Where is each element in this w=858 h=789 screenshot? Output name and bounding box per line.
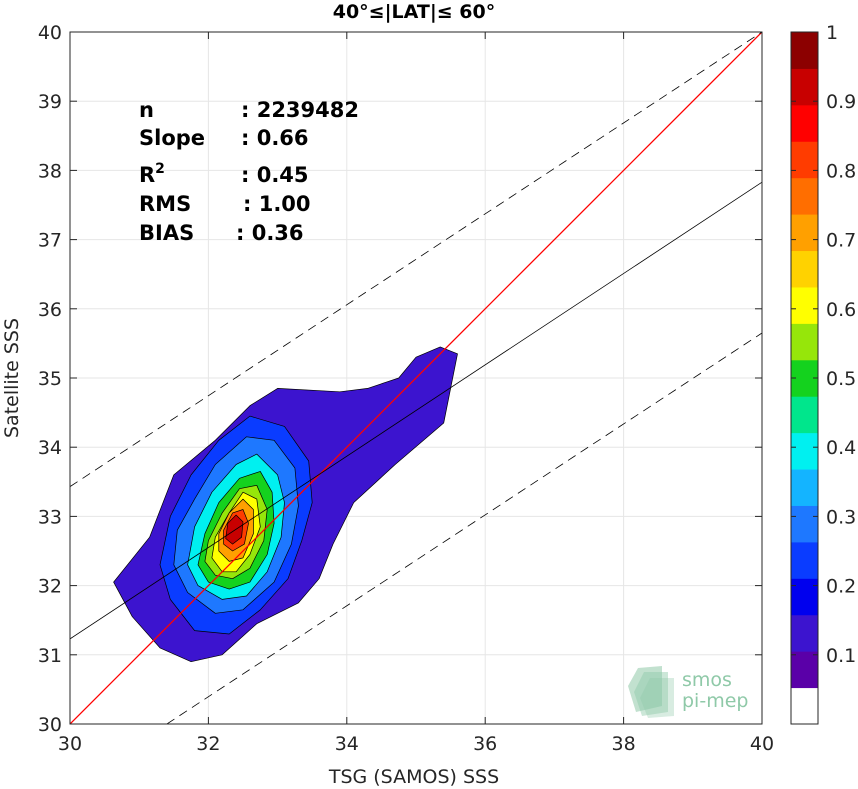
colorbar-tick-label: 0.9 bbox=[826, 91, 856, 113]
colorbar-segment bbox=[791, 214, 818, 252]
y-tick-label: 38 bbox=[38, 160, 62, 182]
colorbar-tick-label: 0.7 bbox=[826, 230, 856, 252]
colorbar-segment bbox=[791, 541, 818, 579]
stat-value: : 1.00 bbox=[243, 192, 311, 216]
stat-label: RMS bbox=[139, 192, 191, 216]
colorbar-segment bbox=[791, 141, 818, 179]
x-tick-label: 38 bbox=[612, 733, 636, 755]
fit-line bbox=[70, 181, 762, 640]
stat-superscript: 2 bbox=[155, 161, 165, 177]
colorbar-segment bbox=[791, 250, 818, 288]
colorbar-segment bbox=[791, 469, 818, 506]
colorbar-tick-label: 0.4 bbox=[826, 437, 856, 459]
one-to-one-line bbox=[70, 32, 762, 724]
colorbar-segment bbox=[791, 68, 818, 106]
colorbar-tick-label: 0.5 bbox=[826, 368, 856, 390]
stat-value: : 0.45 bbox=[241, 163, 309, 187]
colorbar: 0.1 0.2 0.3 0.4 0.5 0.6 0.7 0.8 0.9 1 bbox=[790, 22, 856, 725]
colorbar-tick-label: 0.3 bbox=[826, 506, 856, 528]
colorbar-segment bbox=[791, 104, 818, 142]
colorbar-tick-label: 0.6 bbox=[826, 299, 856, 321]
logo-text-pimep: pi-mep bbox=[682, 690, 748, 712]
colorbar-segment bbox=[791, 578, 818, 616]
colorbar-segment bbox=[791, 177, 818, 215]
colorbar-tick-label: 0.2 bbox=[826, 576, 856, 598]
x-tick-label: 36 bbox=[473, 733, 497, 755]
colorbar-tick-label: 0.1 bbox=[826, 645, 856, 667]
y-axis-ticks: 30 31 32 33 34 35 36 37 38 39 40 bbox=[38, 22, 762, 736]
reference-lines bbox=[70, 32, 762, 724]
y-axis-label: Satellite SSS bbox=[1, 318, 23, 438]
density-contour-0.95 bbox=[225, 514, 244, 545]
colorbar-segment bbox=[791, 614, 818, 652]
y-tick-label: 33 bbox=[38, 506, 62, 528]
stat-label: Slope bbox=[139, 126, 205, 150]
colorbar-segment bbox=[791, 432, 818, 470]
x-axis-ticks: 30 32 34 36 38 40 bbox=[58, 32, 774, 755]
logo-mark bbox=[628, 666, 674, 718]
stat-label: n bbox=[139, 98, 154, 122]
stat-label: BIAS bbox=[139, 221, 194, 245]
y-tick-label: 35 bbox=[38, 368, 62, 390]
colorbar-tick-label: 1 bbox=[826, 22, 838, 44]
y-tick-label: 40 bbox=[38, 22, 62, 44]
density-contours bbox=[113, 346, 458, 663]
stat-value: : 0.66 bbox=[241, 126, 309, 150]
x-tick-label: 40 bbox=[750, 733, 774, 755]
colorbar-segment bbox=[791, 286, 818, 324]
colorbar-segment bbox=[791, 323, 818, 361]
lower-bound-line bbox=[166, 332, 762, 724]
y-tick-label: 32 bbox=[38, 576, 62, 598]
y-tick-label: 37 bbox=[38, 230, 62, 252]
colorbar-segment bbox=[791, 396, 818, 434]
x-tick-label: 32 bbox=[196, 733, 220, 755]
colorbar-segment bbox=[791, 505, 818, 543]
smos-pimep-logo: smos pi-mep bbox=[628, 666, 748, 718]
chart-title: 40°≤|LAT|≤ 60° bbox=[333, 1, 496, 23]
upper-bound-line bbox=[70, 32, 762, 487]
colorbar-segment bbox=[791, 687, 818, 725]
y-tick-label: 30 bbox=[38, 714, 62, 736]
colorbar-tick-label: 0.8 bbox=[826, 160, 856, 182]
x-axis-label: TSG (SAMOS) SSS bbox=[328, 766, 499, 788]
y-tick-label: 34 bbox=[38, 437, 62, 459]
stat-value: : 2239482 bbox=[241, 98, 359, 122]
x-tick-label: 34 bbox=[335, 733, 359, 755]
colorbar-segment bbox=[791, 32, 818, 69]
colorbar-segment bbox=[791, 651, 818, 689]
stat-value: : 0.36 bbox=[236, 221, 304, 245]
logo-text-smos: smos bbox=[682, 669, 732, 691]
y-tick-label: 36 bbox=[38, 299, 62, 321]
y-tick-label: 39 bbox=[38, 91, 62, 113]
x-tick-label: 30 bbox=[58, 733, 82, 755]
y-tick-label: 31 bbox=[38, 645, 62, 667]
